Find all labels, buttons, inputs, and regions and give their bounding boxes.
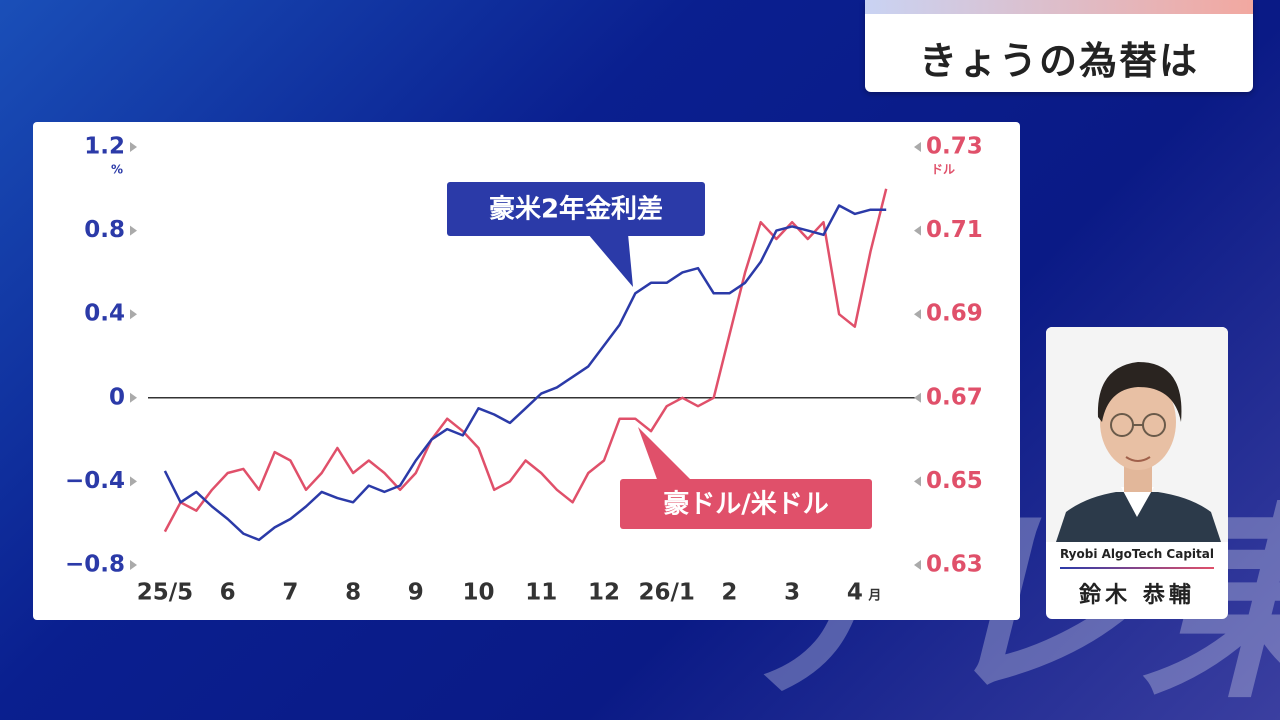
guest-card: Ryobi AlgoTech Capital 鈴木 恭輔 [1046, 327, 1228, 619]
y-tick-mark [130, 309, 137, 320]
legend-callout: 豪米2年金利差 [447, 182, 705, 287]
y-tick-mark [130, 392, 137, 403]
y2-tick-label: 0.71 [926, 217, 983, 243]
legend-callout: 豪ドル/米ドル [620, 427, 872, 529]
header: きょうの為替は [865, 0, 1253, 92]
x-tick-label: 26/1 [638, 580, 694, 606]
x-tick-label: 12 [588, 580, 620, 606]
guest-name: 鈴木 恭輔 [1079, 583, 1195, 608]
y-tick-mark [130, 225, 137, 236]
x-tick-label: 9 [408, 580, 424, 606]
x-tick-label: 11 [525, 580, 557, 606]
y-tick-label: −0.8 [65, 552, 125, 578]
callout-pointer [638, 427, 693, 482]
y-tick-label: 1.2 [84, 134, 125, 160]
guest-company: Ryobi AlgoTech Capital [1059, 547, 1214, 561]
y2-tick-mark [914, 142, 921, 152]
y2-tick-mark [914, 560, 921, 570]
y2-tick-mark [914, 225, 921, 236]
y2-tick-label: 0.73 [926, 134, 983, 160]
x-tick-label: 25/5 [137, 580, 193, 606]
x-tick-label: 10 [463, 580, 495, 606]
y-tick-mark [130, 560, 137, 570]
series-line [163, 188, 888, 533]
x-tick-label: 8 [345, 580, 361, 606]
guest-photo [1046, 327, 1228, 542]
y-tick-mark [130, 142, 137, 152]
y2-tick-label: 0.69 [926, 301, 983, 327]
y-tick-label: 0.4 [84, 301, 125, 327]
y2-tick-mark [914, 392, 921, 403]
header-title: きょうの為替は [918, 39, 1199, 83]
callout-pointer [588, 234, 633, 287]
divider [1060, 567, 1214, 569]
legend-box [620, 479, 872, 529]
x-tick-label: 3 [784, 580, 800, 606]
y-tick-mark [130, 476, 137, 487]
x-unit: 月 [867, 589, 881, 604]
legend-label: 豪ドル/米ドル [663, 490, 829, 520]
y-tick-label: 0.8 [84, 217, 125, 243]
legend-box [447, 182, 705, 236]
y-tick-label: 0 [109, 384, 125, 410]
y2-tick-label: 0.63 [926, 552, 983, 578]
legend-label: 豪米2年金利差 [489, 194, 663, 225]
x-tick-label: 6 [220, 580, 236, 606]
y2-tick-label: 0.65 [926, 468, 983, 494]
y2-tick-mark [914, 309, 921, 320]
y-unit: % [111, 163, 123, 177]
y-tick-label: −0.4 [65, 468, 125, 494]
chart: −0.8 −0.4 0 0.4 0.8 1.2% 0.63 0.65 0.67 0.69 0.71 0… [65, 134, 983, 606]
x-tick-label: 2 [721, 580, 737, 606]
y2-tick-mark [914, 476, 921, 487]
x-tick-label: 7 [282, 580, 298, 606]
series-line [163, 204, 887, 542]
chart-panel: −0.8 −0.4 0 0.4 0.8 1.2% 0.63 0.65 0.67 0.69 0.71 0… [33, 122, 1020, 620]
x-tick-label: 4 [847, 580, 863, 606]
y2-tick-label: 0.67 [926, 384, 983, 410]
y2-unit: ドル [931, 163, 955, 177]
